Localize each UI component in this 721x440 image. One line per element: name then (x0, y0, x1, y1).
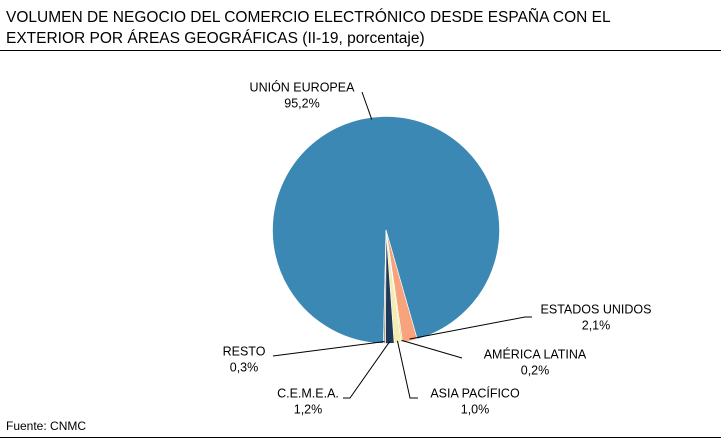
category-label: UNIÓN EUROPEA (250, 79, 356, 94)
category-label: AMÉRICA LATINA (484, 346, 587, 361)
leader-line (343, 341, 391, 399)
category-label: ASIA PACÍFICO (430, 385, 520, 400)
category-label: RESTO (223, 344, 266, 358)
value-label: 0,2% (521, 363, 550, 377)
leader-line (401, 339, 463, 359)
value-label: 1,2% (294, 402, 323, 416)
leader-line (272, 340, 385, 357)
value-label: 1,0% (461, 402, 490, 416)
value-label: 0,3% (230, 360, 259, 374)
leader-line (409, 316, 532, 340)
pie-slice (383, 229, 387, 344)
value-label: 95,2% (284, 96, 319, 110)
source: Fuente: CNMC (6, 419, 87, 433)
rule (0, 50, 721, 51)
rule (0, 437, 721, 438)
category-label: ESTADOS UNIDOS (541, 302, 652, 316)
category-label: C.E.M.E.A. (277, 386, 339, 400)
value-label: 2,1% (582, 318, 611, 332)
leader-line (361, 91, 373, 120)
chart-title: VOLUMEN DE NEGOCIO DEL COMERCIO ELECTRÓN… (6, 9, 611, 47)
leader-line (396, 340, 418, 399)
